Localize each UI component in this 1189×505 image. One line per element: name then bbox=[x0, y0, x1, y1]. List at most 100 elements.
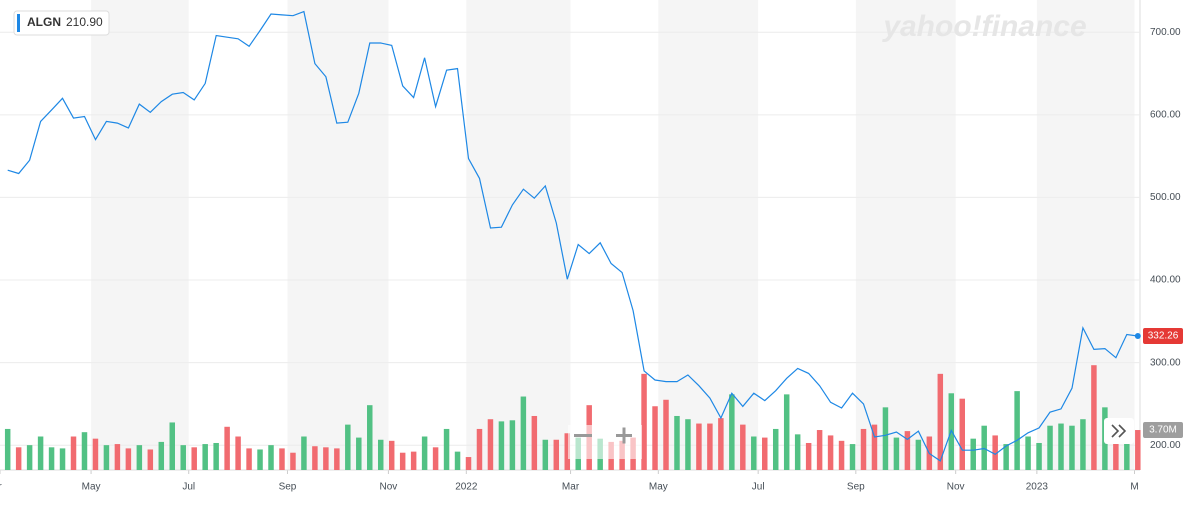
x-tick-label: Nov bbox=[947, 482, 965, 493]
volume-bar bbox=[202, 444, 208, 470]
volume-bar bbox=[509, 420, 516, 470]
volume-bar bbox=[937, 373, 944, 470]
ticker-value: 210.90 bbox=[66, 15, 103, 29]
volume-bar bbox=[893, 437, 900, 470]
volume-bar bbox=[125, 448, 132, 470]
ticker-box: ALGN 210.90 bbox=[13, 10, 110, 36]
volume-bar bbox=[169, 422, 176, 470]
volume-bar bbox=[1135, 430, 1141, 470]
volume-bar bbox=[959, 398, 965, 470]
volume-bar bbox=[465, 457, 472, 470]
volume-bar bbox=[158, 441, 165, 470]
month-band bbox=[658, 0, 759, 470]
volume-bar bbox=[1091, 365, 1097, 470]
volume-bar bbox=[652, 406, 658, 470]
volume-bar bbox=[213, 442, 219, 470]
volume-bar bbox=[718, 418, 724, 470]
volume-bar bbox=[37, 436, 44, 470]
volume-bar bbox=[849, 444, 856, 470]
x-tick-label: M bbox=[1130, 482, 1138, 493]
volume-bar bbox=[388, 440, 395, 470]
volume-bar bbox=[641, 373, 647, 470]
volume-bar bbox=[323, 447, 329, 470]
volume-bar bbox=[147, 449, 154, 470]
zoom-controls bbox=[568, 425, 642, 459]
volume-bar bbox=[992, 435, 998, 470]
volume-bar bbox=[827, 435, 834, 470]
last-price-label: 332.26 bbox=[1148, 331, 1179, 342]
y-tick-label: 400.00 bbox=[1150, 275, 1181, 286]
month-band bbox=[1036, 0, 1135, 470]
volume-bar bbox=[1014, 391, 1020, 470]
volume-bar bbox=[367, 405, 373, 470]
volume-bar bbox=[290, 452, 296, 470]
volume-bar bbox=[1047, 425, 1053, 470]
plot: 332.26 3.70M bbox=[4, 10, 1183, 470]
zoom-in[interactable] bbox=[616, 427, 632, 444]
y-tick-label: 600.00 bbox=[1150, 109, 1181, 120]
volume-bar bbox=[1003, 444, 1009, 470]
y-tick-label: 200.00 bbox=[1150, 440, 1181, 451]
x-tick-label: Jul bbox=[752, 482, 765, 493]
volume-bar bbox=[410, 451, 417, 470]
volume-bar bbox=[114, 444, 121, 470]
ticker: ALGN bbox=[27, 15, 61, 29]
last-price-dot bbox=[1134, 332, 1141, 339]
volume-bar bbox=[443, 428, 450, 470]
volume-bar bbox=[92, 438, 99, 470]
volume-bar bbox=[15, 447, 22, 470]
volume-bar bbox=[740, 424, 746, 470]
volume-bar bbox=[103, 445, 110, 470]
volume-bar bbox=[399, 452, 406, 470]
scroll-button[interactable] bbox=[1104, 418, 1134, 444]
volume-bar bbox=[981, 425, 987, 470]
last-price-box bbox=[1143, 327, 1183, 344]
volume-bar bbox=[674, 415, 680, 470]
y-tick-label: 300.00 bbox=[1150, 357, 1181, 368]
volume-bar bbox=[48, 447, 55, 470]
scroll-icon[interactable] bbox=[1111, 424, 1127, 438]
y-tick-label: 500.00 bbox=[1150, 192, 1181, 203]
brand-logo: yahoo!finance bbox=[881, 10, 1086, 43]
x-tick-label: Mar bbox=[562, 482, 580, 493]
volume-bar bbox=[553, 439, 560, 470]
volume-bar bbox=[685, 419, 691, 470]
volume-bar bbox=[1036, 442, 1042, 470]
volume-bar bbox=[235, 436, 241, 470]
volume-bar bbox=[377, 439, 384, 470]
volume-bar bbox=[762, 437, 768, 470]
volume-bar bbox=[970, 438, 976, 470]
zoom-out[interactable] bbox=[574, 434, 592, 437]
volume-bar bbox=[345, 424, 351, 470]
volume-bar bbox=[751, 436, 757, 470]
volume-bar bbox=[334, 448, 340, 470]
volume-bar bbox=[268, 445, 274, 470]
volume-bar bbox=[696, 423, 702, 470]
volume-bar bbox=[224, 426, 230, 470]
x-tick-label: r bbox=[0, 482, 2, 493]
month-band bbox=[91, 0, 189, 470]
x-tick-label: May bbox=[82, 482, 101, 493]
y-tick-label: 700.00 bbox=[1150, 27, 1181, 38]
volume-bar bbox=[498, 421, 505, 470]
x-tick-label: Jul bbox=[182, 482, 195, 493]
background: r May Jul Sep Nov 2022 Mar May Jul Sep Nov 2023 M 200… bbox=[0, 0, 1181, 493]
volume-bar bbox=[246, 448, 252, 470]
volume-bar bbox=[564, 433, 570, 470]
x-tick-label: Sep bbox=[847, 482, 865, 493]
volume-bar bbox=[520, 396, 527, 470]
volume-bar bbox=[26, 445, 33, 470]
volume-bar bbox=[432, 447, 439, 470]
volume-bar bbox=[136, 445, 143, 470]
volume-bar bbox=[707, 423, 713, 470]
volume-bar bbox=[4, 428, 11, 470]
x-tick-label: 2022 bbox=[455, 482, 478, 493]
volume-bar bbox=[663, 399, 669, 470]
volume-bar bbox=[1025, 436, 1031, 470]
volume-bar bbox=[783, 394, 790, 470]
volume-bar bbox=[421, 436, 428, 470]
volume-bar bbox=[1080, 419, 1086, 470]
volume-bar bbox=[904, 431, 911, 470]
